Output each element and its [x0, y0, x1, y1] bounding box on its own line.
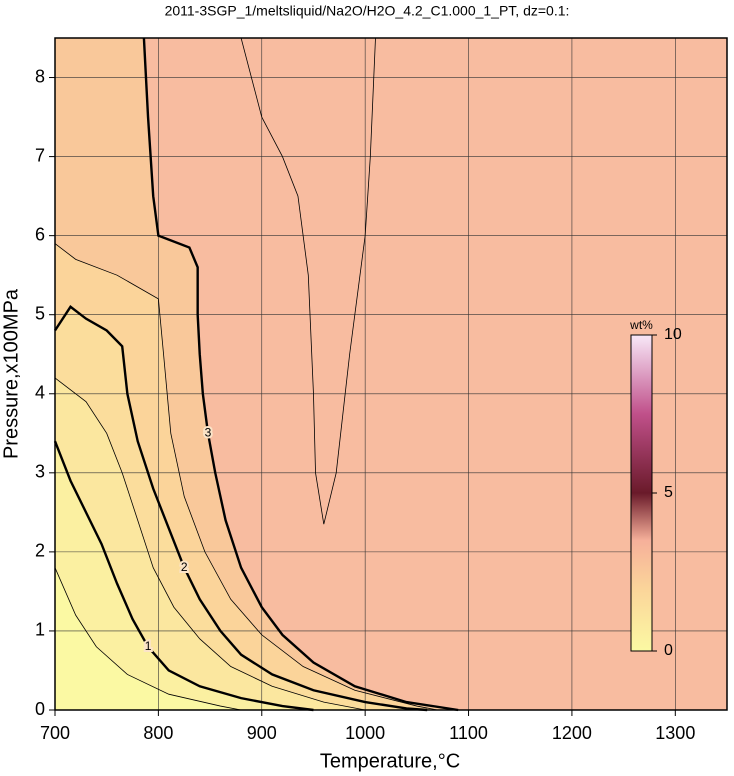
contour-line — [54, 377, 366, 711]
contour-line — [53, 440, 314, 712]
y-tick-label: 5 — [35, 303, 45, 323]
y-tick-label: 0 — [35, 699, 45, 719]
contour-fill — [55, 441, 314, 710]
y-tick-label: 3 — [35, 462, 45, 482]
colorbar-label: wt% — [629, 318, 653, 332]
x-tick-label: 1100 — [449, 723, 488, 743]
colorbar-tick-label: 0 — [664, 642, 673, 659]
contour-label: 1 — [145, 639, 152, 653]
y-tick-label: 8 — [35, 66, 45, 86]
chart-title: 2011-3SGP_1/meltsliquid/Na2O/H2O_4.2_C1.… — [165, 3, 570, 19]
contour-line — [53, 305, 428, 712]
colorbar-tick-label: 10 — [664, 326, 682, 343]
y-tick-label: 2 — [35, 541, 45, 561]
y-tick-label: 1 — [35, 620, 45, 640]
contour-line — [240, 37, 376, 525]
x-tick-label: 800 — [143, 723, 173, 743]
colorbar — [630, 334, 653, 652]
y-tick-label: 7 — [35, 145, 45, 165]
plot-frame — [54, 37, 728, 711]
x-tick-label: 1300 — [655, 723, 695, 743]
x-tick-label: 700 — [40, 723, 70, 743]
contour-line — [54, 567, 242, 711]
x-tick-label: 900 — [247, 723, 277, 743]
contour-fill — [55, 567, 242, 710]
x-axis-label: Temperature,°C — [320, 750, 460, 772]
contour-line — [54, 243, 438, 711]
contour-label: 3 — [205, 425, 212, 439]
y-tick-label: 4 — [35, 383, 45, 403]
y-tick-label: 6 — [35, 224, 45, 244]
contour-line — [142, 37, 459, 712]
contour-label: 2 — [181, 560, 188, 574]
x-tick-label: 1200 — [552, 723, 592, 743]
x-tick-label: 1000 — [345, 723, 385, 743]
y-axis-label: Pressure,x100MPa — [0, 288, 22, 459]
colorbar-tick-label: 5 — [664, 484, 673, 501]
